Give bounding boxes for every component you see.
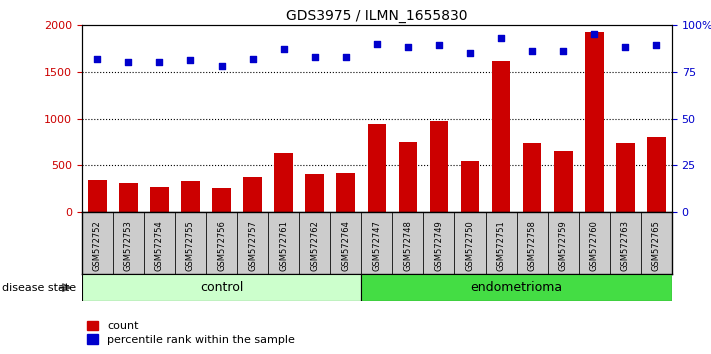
Point [433, 42, 444, 48]
Bar [88, 179, 107, 212]
Point [526, 48, 538, 54]
Bar [486, 212, 517, 274]
Text: disease state: disease state [2, 282, 76, 293]
Text: GSM572755: GSM572755 [186, 220, 195, 270]
Bar [274, 153, 293, 212]
Bar [492, 61, 510, 212]
Point [340, 54, 351, 59]
Bar [647, 137, 665, 212]
Bar [454, 212, 486, 274]
Text: GSM572747: GSM572747 [373, 220, 381, 271]
Bar [175, 212, 206, 274]
Text: GSM572749: GSM572749 [434, 220, 444, 270]
Bar [554, 152, 572, 212]
Point [278, 46, 289, 52]
Text: GSM572762: GSM572762 [310, 220, 319, 271]
Bar [517, 212, 547, 274]
Bar [336, 172, 355, 212]
Bar [547, 212, 579, 274]
Bar [82, 274, 361, 301]
Bar [82, 212, 113, 274]
Bar [268, 212, 299, 274]
Bar [306, 174, 324, 212]
Bar [368, 124, 386, 212]
Text: GSM572751: GSM572751 [496, 220, 506, 270]
Bar [243, 177, 262, 212]
Bar [610, 212, 641, 274]
Bar [206, 212, 237, 274]
Point [619, 45, 631, 50]
Text: GSM572758: GSM572758 [528, 220, 537, 271]
Bar [641, 212, 672, 274]
Point [123, 59, 134, 65]
Bar [579, 212, 610, 274]
Point [247, 56, 258, 61]
Point [589, 31, 600, 37]
Text: endometrioma: endometrioma [471, 281, 562, 294]
Text: GSM572765: GSM572765 [652, 220, 661, 271]
Text: GSM572753: GSM572753 [124, 220, 133, 271]
Point [154, 59, 165, 65]
Point [557, 48, 569, 54]
Bar [113, 212, 144, 274]
Text: GDS3975 / ILMN_1655830: GDS3975 / ILMN_1655830 [286, 9, 468, 23]
Legend: count, percentile rank within the sample: count, percentile rank within the sample [87, 321, 295, 345]
Bar [361, 274, 672, 301]
Bar [150, 187, 169, 212]
Text: control: control [200, 281, 243, 294]
Text: GSM572754: GSM572754 [155, 220, 164, 270]
Text: GSM572761: GSM572761 [279, 220, 288, 271]
Bar [523, 143, 542, 212]
Bar [119, 183, 138, 212]
Text: GSM572756: GSM572756 [217, 220, 226, 271]
Bar [299, 212, 330, 274]
Bar [237, 212, 268, 274]
Point [496, 35, 507, 41]
Text: GSM572757: GSM572757 [248, 220, 257, 271]
Bar [585, 32, 604, 212]
Bar [144, 212, 175, 274]
Bar [461, 161, 479, 212]
Point [92, 56, 103, 61]
Point [402, 45, 414, 50]
Point [309, 54, 321, 59]
Text: GSM572752: GSM572752 [93, 220, 102, 270]
Point [371, 41, 383, 46]
Text: GSM572764: GSM572764 [341, 220, 351, 271]
Text: GSM572750: GSM572750 [466, 220, 474, 270]
Bar [616, 143, 635, 212]
Text: GSM572748: GSM572748 [403, 220, 412, 271]
Bar [361, 212, 392, 274]
Point [185, 58, 196, 63]
Bar [181, 182, 200, 212]
Point [464, 50, 476, 56]
Bar [399, 142, 417, 212]
Point [651, 42, 662, 48]
Bar [330, 212, 361, 274]
Bar [212, 188, 231, 212]
Bar [424, 212, 454, 274]
Text: GSM572759: GSM572759 [559, 220, 567, 270]
Bar [429, 121, 448, 212]
Point [216, 63, 228, 69]
Bar [392, 212, 424, 274]
Text: GSM572763: GSM572763 [621, 220, 630, 271]
Text: GSM572760: GSM572760 [589, 220, 599, 271]
